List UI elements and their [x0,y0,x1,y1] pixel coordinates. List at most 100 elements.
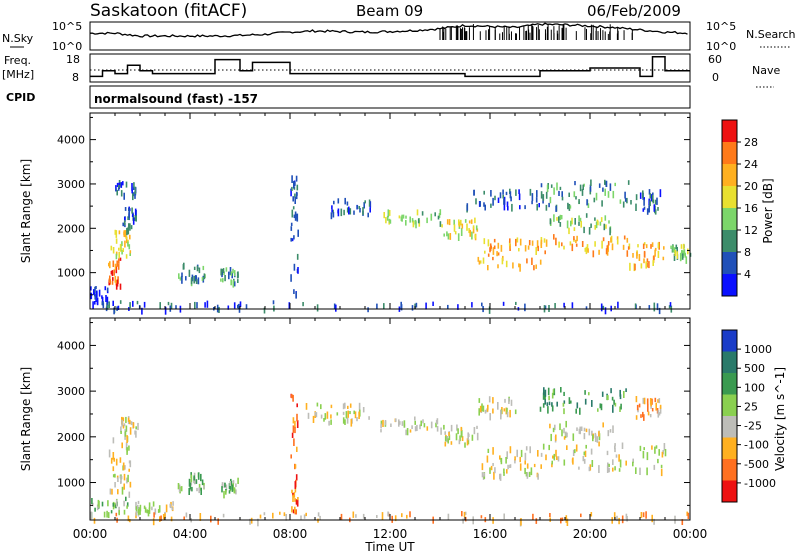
data-cell [559,222,562,227]
velocity-ylabel: Slant Range [km] [19,367,33,471]
data-cell [478,398,481,403]
data-cell [134,208,137,216]
data-cell [137,504,139,510]
data-cell [135,430,137,438]
data-cell [198,487,200,494]
data-cell [616,238,619,245]
data-cell [660,464,663,469]
data-cell [519,205,521,210]
colorbar-swatch [722,186,737,209]
data-cell [157,509,160,513]
data-cell [125,236,128,244]
data-cell [492,408,494,414]
data-cell [653,255,655,261]
data-cell [111,270,114,277]
data-cell [460,228,463,236]
data-cell [412,221,415,228]
data-cell [489,413,491,421]
data-cell [569,241,572,246]
colorbar-tick-label: -500 [744,458,769,471]
data-cell [617,301,619,309]
data-cell [656,303,659,311]
data-cell [635,194,638,201]
data-cell [307,412,310,419]
data-cell [515,301,517,305]
data-cell [316,402,319,407]
data-cell [619,389,621,397]
data-cell [129,460,132,468]
data-cell [684,252,686,258]
data-cell [499,473,501,480]
data-cell [106,287,109,292]
data-cell [492,197,494,206]
data-cell [588,227,591,235]
data-cell [129,519,131,523]
data-cell [594,217,596,221]
velocity-panel: 1000 2000 3000 4000 Slant Range [km] [19,317,691,527]
data-cell [512,262,514,269]
data-cell [540,452,543,457]
data-cell [610,388,612,394]
data-cell [658,449,660,456]
data-cell [490,465,493,471]
data-cell [524,303,526,312]
data-cell [152,518,155,526]
data-cell [114,473,116,478]
data-cell [602,237,605,242]
data-cell [618,517,620,525]
data-cell [543,238,546,243]
data-cell [90,292,93,300]
data-cell [185,276,187,281]
freq-left-tick-bottom: 8 [72,71,79,84]
data-cell [127,226,130,235]
data-cell [115,266,118,274]
data-cell [489,247,491,253]
data-cell [380,420,383,425]
data-cell [607,430,610,437]
data-cell [394,515,397,522]
data-cell [131,183,133,191]
data-cell [493,238,496,243]
data-cell [347,410,349,418]
data-cell [469,229,471,237]
colorbar-swatch [722,373,737,395]
data-cell [535,197,538,203]
data-cell [588,428,591,436]
power-colorbar: 28 24 20 16 12 8 4 Power [dB] [721,119,775,297]
data-cell [125,496,127,502]
time-tick-label: 16:00 [473,527,508,541]
data-cell [576,235,578,242]
data-cell [648,305,651,310]
data-cell [483,190,485,195]
colorbar-swatch [722,480,737,503]
data-cell [419,424,421,430]
data-cell [406,428,409,436]
data-cell [669,302,672,307]
data-cell [557,456,560,462]
data-cell [179,277,182,281]
data-cell [291,394,293,399]
data-cell [670,245,672,249]
data-cell [362,407,365,413]
data-cell [272,300,275,305]
data-cell [130,225,133,230]
data-cell [481,472,484,478]
data-cell [635,415,638,420]
data-cell [643,242,646,246]
colorbar-tick-label: 500 [744,362,765,375]
data-cell [167,301,170,306]
data-cell [658,241,660,250]
data-cell [490,203,492,208]
data-cell [117,489,119,495]
data-cell [549,513,551,517]
data-cell [438,213,441,218]
data-cell [129,302,131,309]
data-cell [118,510,120,516]
data-cell [556,401,558,407]
data-cell [661,451,664,458]
data-cell [414,426,417,432]
data-cell [609,429,612,433]
data-cell [296,184,299,191]
data-cell [506,201,509,207]
